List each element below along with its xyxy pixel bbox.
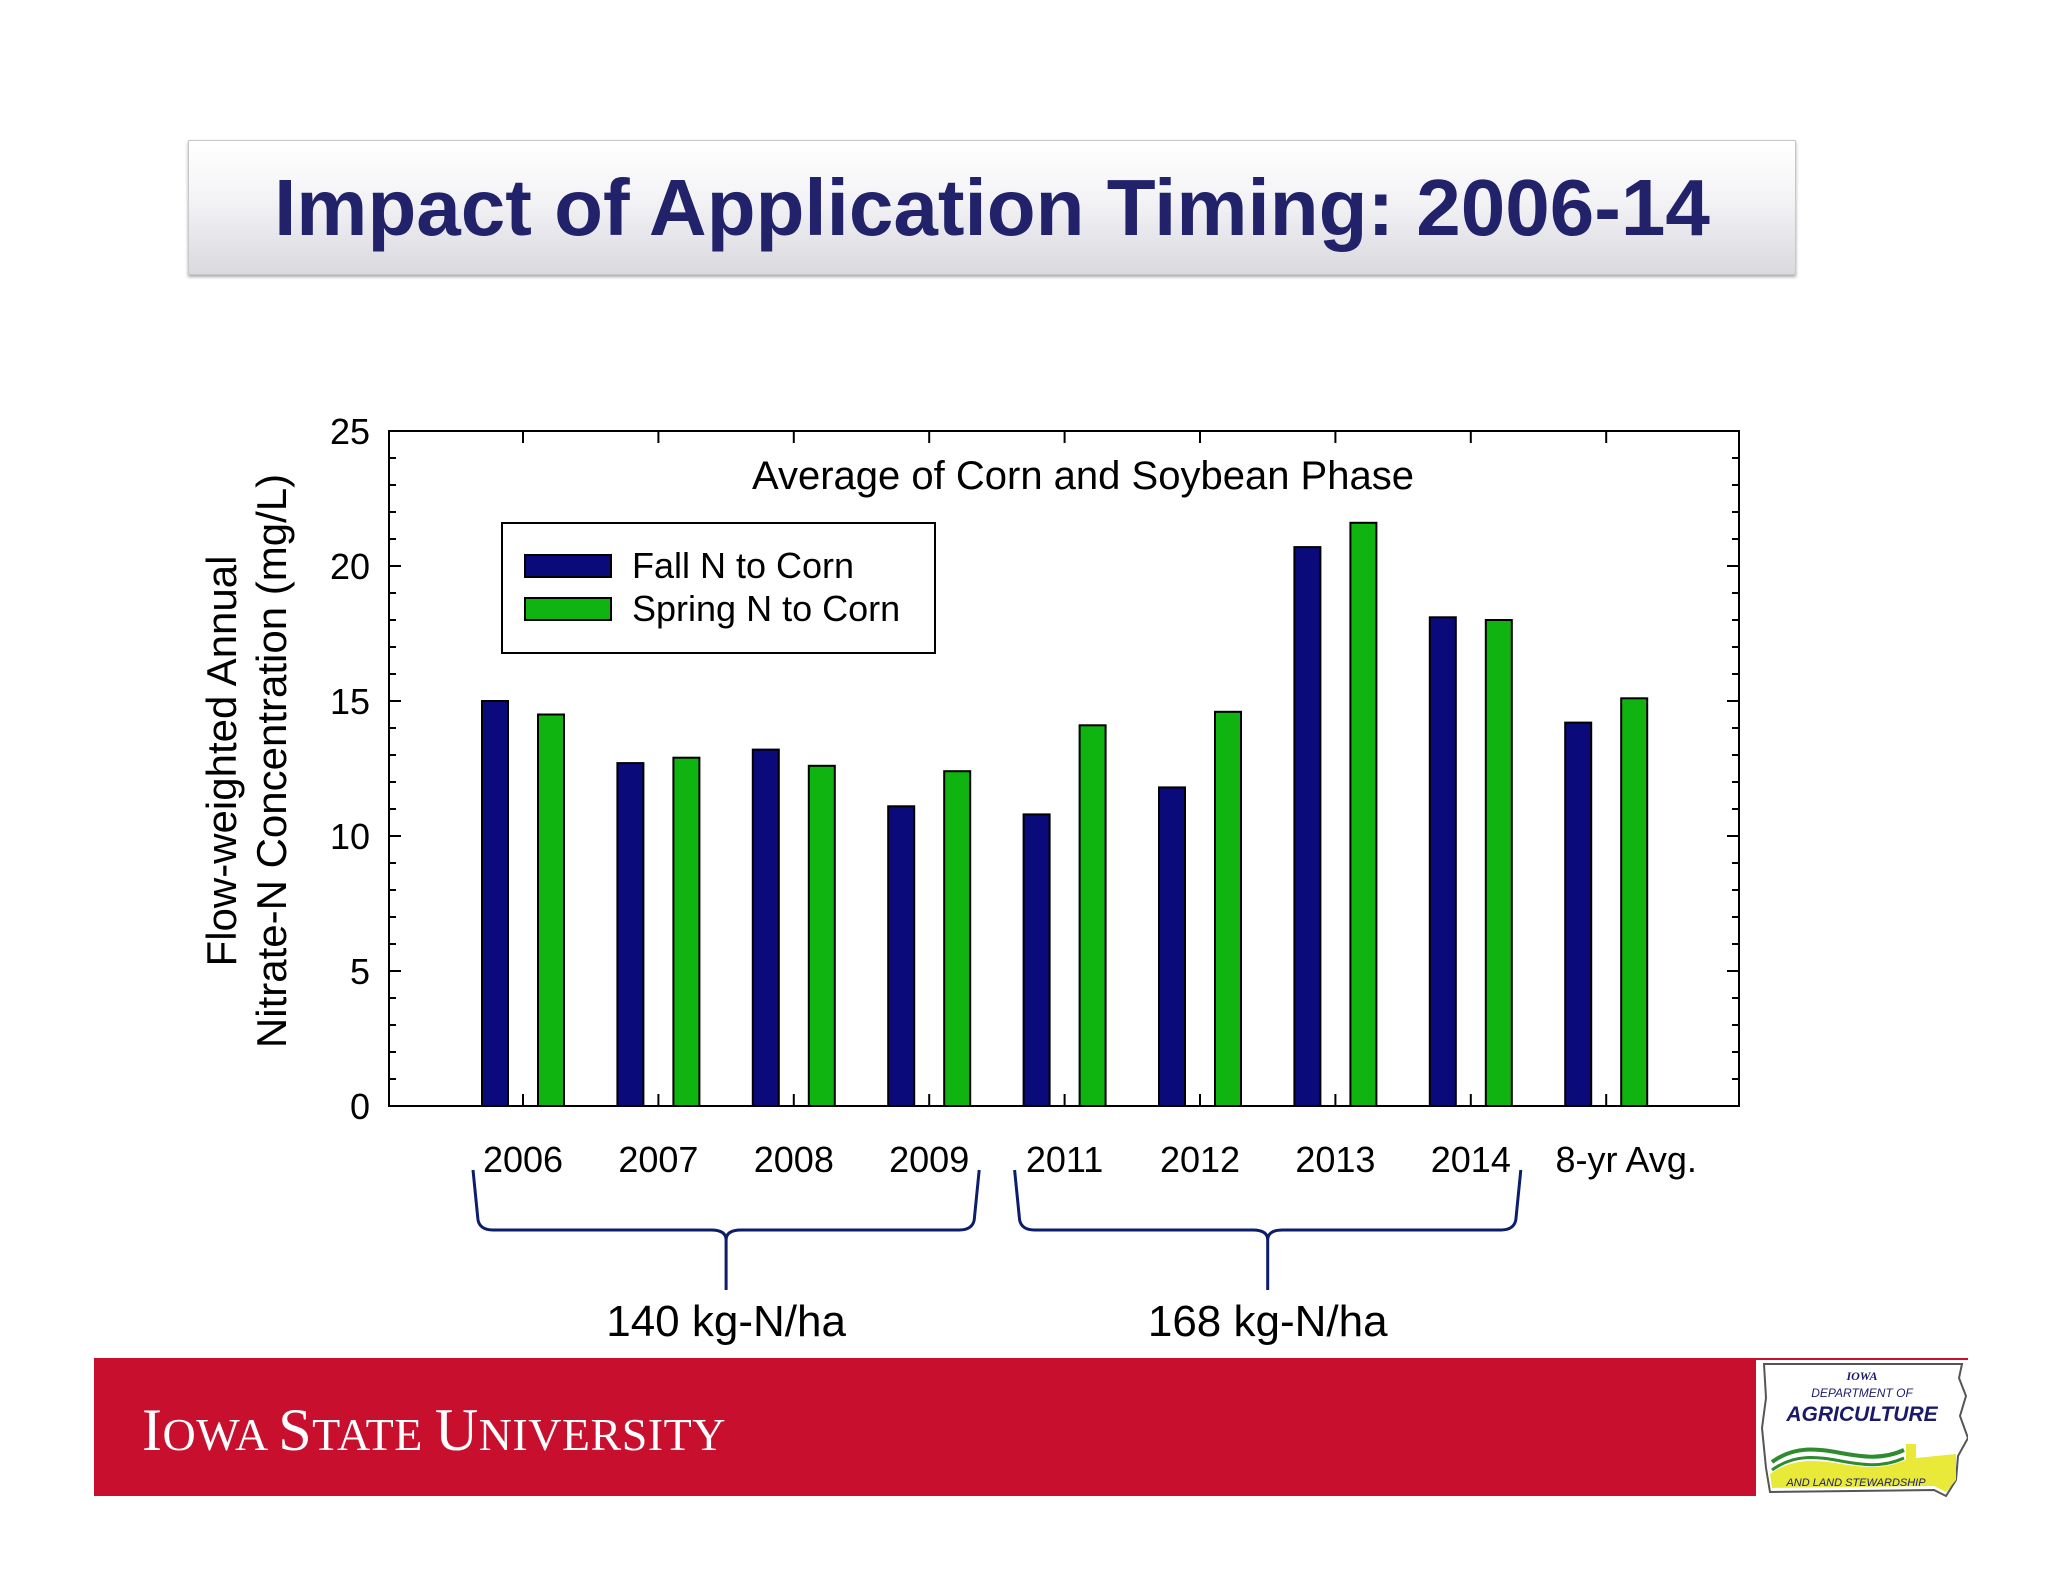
logo-text-stewardship: AND LAND STEWARDSHIP <box>1785 1477 1926 1489</box>
x-tick-label: 2011 <box>1026 1139 1103 1180</box>
x-tick-label: 2009 <box>889 1139 969 1180</box>
y-tick-label: 5 <box>350 951 370 992</box>
logo-text-iowa: IOWA <box>1845 1369 1877 1383</box>
x-tick-label: 2014 <box>1431 1139 1511 1180</box>
bar-spring-n <box>943 770 972 1107</box>
grouping-braces: 140 kg-N/ha 168 kg-N/ha <box>471 1169 1523 1346</box>
grouping-brace <box>1013 1169 1523 1290</box>
y-tick-label: 15 <box>330 681 370 722</box>
grouping-label: 140 kg-N/ha <box>606 1297 846 1346</box>
x-tick-label: 8-yr Avg. <box>1555 1139 1696 1180</box>
iowa-agriculture-logo: IOWA DEPARTMENT OF AGRICULTURE AND LAND … <box>1756 1358 1968 1498</box>
bar-fall-n <box>1293 546 1322 1107</box>
chart-title: Average of Corn and Soybean Phase <box>752 454 1414 498</box>
bar-fall-n <box>1564 721 1593 1107</box>
slide-title: Impact of Application Timing: 2006-14 <box>274 162 1710 252</box>
y-axis: 0 5 10 15 20 25 <box>330 411 1739 1127</box>
logo-text-agriculture: AGRICULTURE <box>1785 1403 1938 1426</box>
bar-fall-n <box>481 700 509 1107</box>
bar-fall-n <box>616 762 645 1107</box>
y-tick-label: 0 <box>350 1086 370 1127</box>
university-wordmark: IOWA STATE UNIVERSITY <box>142 1397 726 1463</box>
bar-spring-n <box>807 764 836 1107</box>
bars <box>481 521 1649 1108</box>
x-tick-label: 2007 <box>618 1139 698 1180</box>
bar-fall-n <box>1158 786 1186 1108</box>
y-tick-label: 25 <box>330 411 370 452</box>
bar-spring-n <box>1620 697 1649 1107</box>
x-tick-label: 2013 <box>1295 1139 1375 1180</box>
y-axis-label-line2: Nitrate-N Concentration (mg/L) <box>248 474 295 1048</box>
y-axis-label-line1: Flow-weighted Annual <box>198 556 245 967</box>
legend-label-fall: Fall N to Corn <box>632 545 854 586</box>
bar-fall-n <box>1022 813 1051 1108</box>
x-tick-label: 2012 <box>1160 1139 1240 1180</box>
grouping-brace <box>471 1169 981 1290</box>
bar-spring-n <box>1214 710 1242 1107</box>
y-axis-label: Flow-weighted Annual Nitrate-N Concentra… <box>198 474 295 1048</box>
legend-swatch-fall <box>524 554 612 578</box>
bar-fall-n <box>1428 616 1457 1107</box>
legend-box <box>501 522 936 654</box>
bar-spring-n <box>537 713 565 1107</box>
footer-band: IOWA STATE UNIVERSITY <box>94 1358 1756 1496</box>
y-tick-label: 20 <box>330 546 370 587</box>
x-tick-label: 2006 <box>483 1139 563 1180</box>
logo-text-department: DEPARTMENT OF <box>1811 1386 1913 1400</box>
y-tick-label: 10 <box>330 816 370 857</box>
x-tick-label: 2008 <box>754 1139 834 1180</box>
bar-spring-n <box>1484 619 1513 1107</box>
bar-spring-n <box>1078 724 1107 1107</box>
legend-swatch-spring <box>524 597 612 621</box>
legend-label-spring: Spring N to Corn <box>632 588 900 629</box>
bar-fall-n <box>751 748 780 1107</box>
bar-spring-n <box>672 756 701 1107</box>
bar-fall-n <box>887 805 916 1107</box>
slide-title-bar: Impact of Application Timing: 2006-14 <box>188 140 1796 275</box>
grouping-label: 168 kg-N/ha <box>1148 1297 1388 1346</box>
x-axis: 2006 2007 2008 2009 2011 2012 2013 2014 8-yr Avg… <box>483 431 1697 1180</box>
legend: Fall N to Corn Spring N to Corn <box>501 522 936 654</box>
bar-spring-n <box>1349 521 1378 1107</box>
